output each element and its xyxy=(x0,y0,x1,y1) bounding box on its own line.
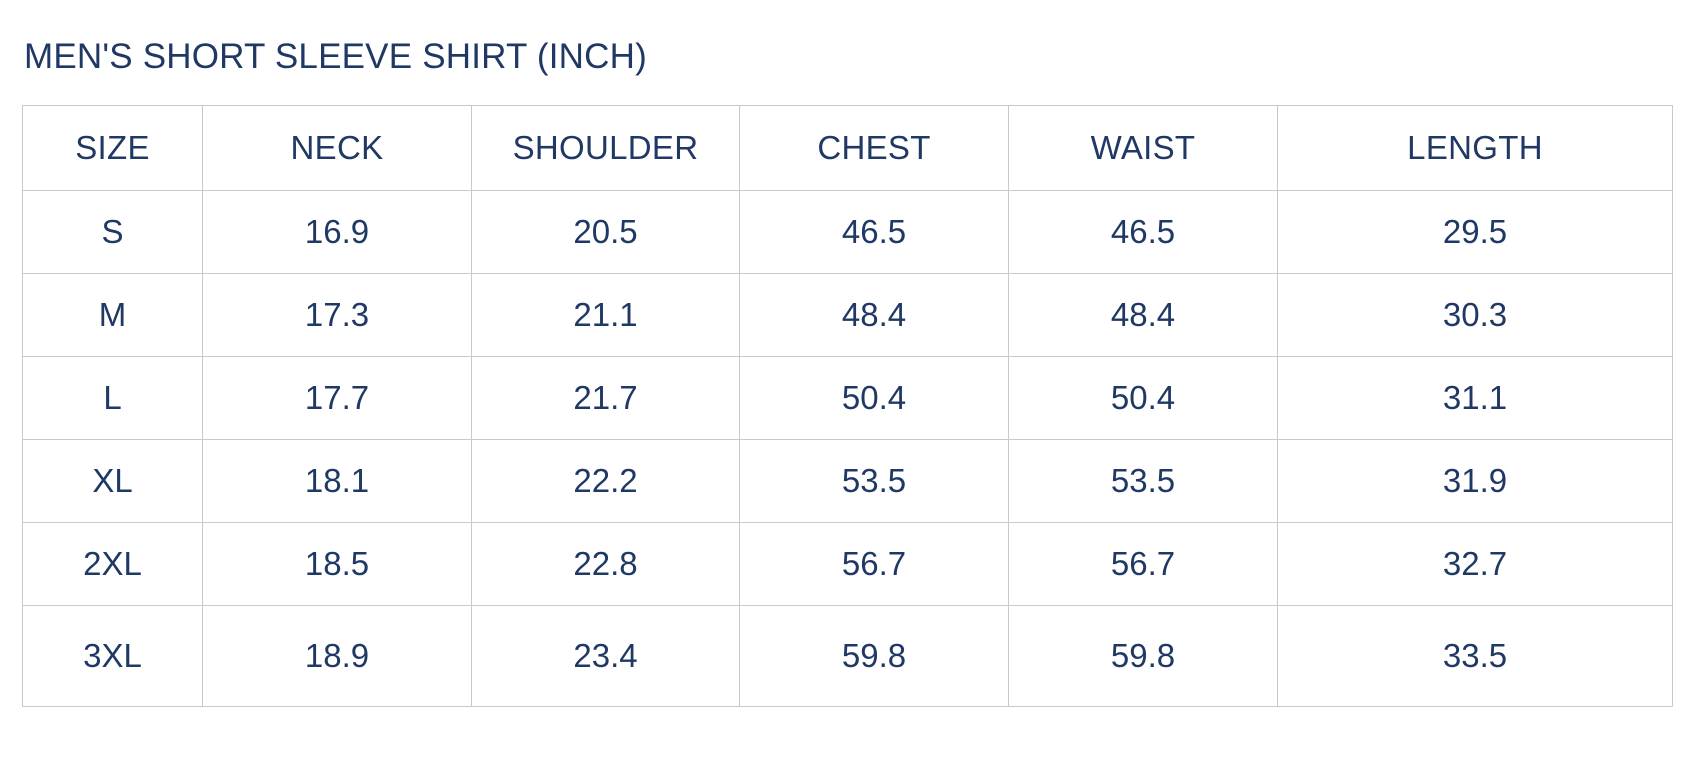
size-table-container: SIZE NECK SHOULDER CHEST WAIST LENGTH S … xyxy=(22,105,1673,707)
page-title: MEN'S SHORT SLEEVE SHIRT (INCH) xyxy=(24,37,647,76)
cell-waist: 48.4 xyxy=(1008,273,1278,357)
cell-chest: 56.7 xyxy=(739,522,1009,606)
cell-shoulder: 22.2 xyxy=(471,439,740,523)
cell-chest: 48.4 xyxy=(739,273,1009,357)
cell-neck: 18.5 xyxy=(202,522,472,606)
cell-waist: 50.4 xyxy=(1008,356,1278,440)
cell-size: XL xyxy=(22,439,203,523)
cell-neck: 18.9 xyxy=(202,605,472,707)
cell-shoulder: 23.4 xyxy=(471,605,740,707)
table-row: 2XL 18.5 22.8 56.7 56.7 32.7 xyxy=(22,522,1673,606)
cell-size: S xyxy=(22,190,203,274)
cell-waist: 56.7 xyxy=(1008,522,1278,606)
column-header-neck: NECK xyxy=(202,105,472,191)
cell-chest: 53.5 xyxy=(739,439,1009,523)
cell-chest: 50.4 xyxy=(739,356,1009,440)
cell-shoulder: 21.1 xyxy=(471,273,740,357)
table-row: L 17.7 21.7 50.4 50.4 31.1 xyxy=(22,356,1673,440)
cell-length: 33.5 xyxy=(1277,605,1673,707)
cell-length: 32.7 xyxy=(1277,522,1673,606)
cell-length: 31.9 xyxy=(1277,439,1673,523)
column-header-chest: CHEST xyxy=(739,105,1009,191)
cell-neck: 16.9 xyxy=(202,190,472,274)
table-header: SIZE NECK SHOULDER CHEST WAIST LENGTH xyxy=(22,105,1673,191)
cell-size: L xyxy=(22,356,203,440)
cell-neck: 18.1 xyxy=(202,439,472,523)
table-row: M 17.3 21.1 48.4 48.4 30.3 xyxy=(22,273,1673,357)
cell-shoulder: 21.7 xyxy=(471,356,740,440)
table-header-row: SIZE NECK SHOULDER CHEST WAIST LENGTH xyxy=(22,105,1673,191)
table-row: XL 18.1 22.2 53.5 53.5 31.9 xyxy=(22,439,1673,523)
column-header-waist: WAIST xyxy=(1008,105,1278,191)
cell-waist: 59.8 xyxy=(1008,605,1278,707)
cell-shoulder: 22.8 xyxy=(471,522,740,606)
column-header-size: SIZE xyxy=(22,105,203,191)
cell-length: 31.1 xyxy=(1277,356,1673,440)
cell-length: 29.5 xyxy=(1277,190,1673,274)
cell-chest: 46.5 xyxy=(739,190,1009,274)
table-row: 3XL 18.9 23.4 59.8 59.8 33.5 xyxy=(22,605,1673,707)
cell-neck: 17.7 xyxy=(202,356,472,440)
table-row: S 16.9 20.5 46.5 46.5 29.5 xyxy=(22,190,1673,274)
size-table: SIZE NECK SHOULDER CHEST WAIST LENGTH S … xyxy=(22,105,1673,707)
column-header-length: LENGTH xyxy=(1277,105,1673,191)
cell-size: 3XL xyxy=(22,605,203,707)
cell-neck: 17.3 xyxy=(202,273,472,357)
table-body: S 16.9 20.5 46.5 46.5 29.5 M 17.3 21.1 4… xyxy=(22,190,1673,707)
cell-size: M xyxy=(22,273,203,357)
cell-shoulder: 20.5 xyxy=(471,190,740,274)
cell-waist: 53.5 xyxy=(1008,439,1278,523)
cell-chest: 59.8 xyxy=(739,605,1009,707)
cell-size: 2XL xyxy=(22,522,203,606)
cell-length: 30.3 xyxy=(1277,273,1673,357)
column-header-shoulder: SHOULDER xyxy=(471,105,740,191)
cell-waist: 46.5 xyxy=(1008,190,1278,274)
